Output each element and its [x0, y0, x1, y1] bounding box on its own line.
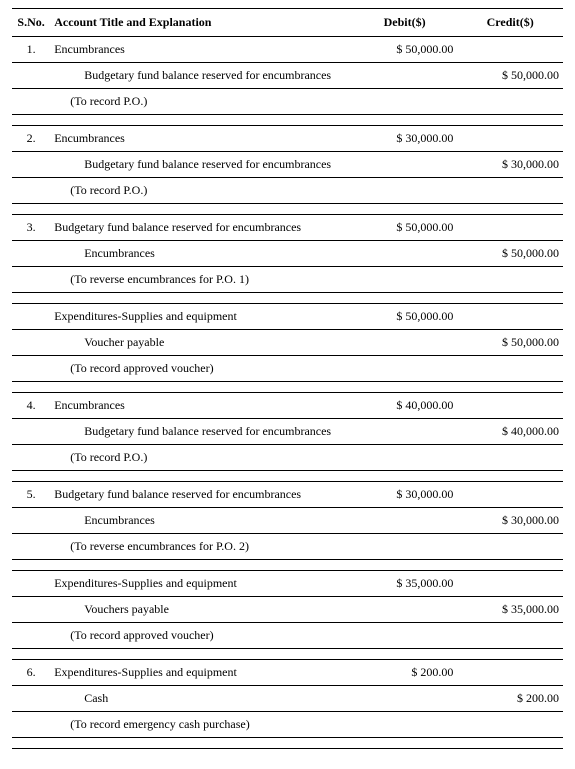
col-debit: Debit($) [352, 9, 458, 37]
entry-no: 4. [12, 393, 50, 419]
explanation: (To reverse encumbrances for P.O. 2) [50, 534, 352, 560]
debit-amount: $ 35,000.00 [352, 571, 458, 597]
entry-row: (To record approved voucher) [12, 356, 563, 382]
spacer [12, 115, 563, 126]
credit-title: Voucher payable [50, 330, 352, 356]
entry-row: 6. Expenditures-Supplies and equipment $… [12, 660, 563, 686]
entry-row: Budgetary fund balance reserved for encu… [12, 152, 563, 178]
entry-no [12, 304, 50, 330]
debit-title: Expenditures-Supplies and equipment [50, 660, 352, 686]
entry-row: Expenditures-Supplies and equipment $ 35… [12, 571, 563, 597]
explanation: (To reverse encumbrances for P.O. 1) [50, 267, 352, 293]
debit-title: Budgetary fund balance reserved for encu… [50, 482, 352, 508]
col-credit: Credit($) [457, 9, 563, 37]
entry-row: 4. Encumbrances $ 40,000.00 [12, 393, 563, 419]
credit-amount: $ 30,000.00 [457, 508, 563, 534]
explanation: (To record P.O.) [50, 445, 352, 471]
spacer [12, 382, 563, 393]
entry-no [12, 571, 50, 597]
debit-title: Expenditures-Supplies and equipment [50, 571, 352, 597]
debit-title: Encumbrances [50, 393, 352, 419]
journal-table: S.No. Account Title and Explanation Debi… [12, 8, 563, 749]
spacer [12, 471, 563, 482]
entry-no: 5. [12, 482, 50, 508]
credit-amount: $ 40,000.00 [457, 419, 563, 445]
debit-amount: $ 50,000.00 [352, 304, 458, 330]
entry-row: (To reverse encumbrances for P.O. 1) [12, 267, 563, 293]
table-header-row: S.No. Account Title and Explanation Debi… [12, 9, 563, 37]
entry-row: 3. Budgetary fund balance reserved for e… [12, 215, 563, 241]
entry-row: (To record approved voucher) [12, 623, 563, 649]
credit-amount: $ 30,000.00 [457, 152, 563, 178]
credit-amount: $ 50,000.00 [457, 241, 563, 267]
credit-title: Vouchers payable [50, 597, 352, 623]
spacer [12, 204, 563, 215]
entry-row: Cash $ 200.00 [12, 686, 563, 712]
entry-row: Expenditures-Supplies and equipment $ 50… [12, 304, 563, 330]
credit-title: Budgetary fund balance reserved for encu… [50, 152, 352, 178]
credit-title: Budgetary fund balance reserved for encu… [50, 63, 352, 89]
spacer [12, 738, 563, 749]
entry-row: Encumbrances $ 30,000.00 [12, 508, 563, 534]
debit-title: Expenditures-Supplies and equipment [50, 304, 352, 330]
credit-amount: $ 50,000.00 [457, 330, 563, 356]
col-account: Account Title and Explanation [50, 9, 352, 37]
entry-no: 1. [12, 37, 50, 63]
entry-row: (To record emergency cash purchase) [12, 712, 563, 738]
credit-title: Cash [50, 686, 352, 712]
debit-amount: $ 40,000.00 [352, 393, 458, 419]
col-sno: S.No. [12, 9, 50, 37]
explanation: (To record approved voucher) [50, 356, 352, 382]
entry-row: 2. Encumbrances $ 30,000.00 [12, 126, 563, 152]
credit-amount: $ 200.00 [457, 686, 563, 712]
debit-title: Budgetary fund balance reserved for encu… [50, 215, 352, 241]
entry-row: Voucher payable $ 50,000.00 [12, 330, 563, 356]
entry-row: Encumbrances $ 50,000.00 [12, 241, 563, 267]
debit-amount: $ 50,000.00 [352, 215, 458, 241]
entry-row: Budgetary fund balance reserved for encu… [12, 419, 563, 445]
explanation: (To record approved voucher) [50, 623, 352, 649]
explanation: (To record P.O.) [50, 89, 352, 115]
entry-row: Vouchers payable $ 35,000.00 [12, 597, 563, 623]
spacer [12, 560, 563, 571]
entry-no: 3. [12, 215, 50, 241]
credit-amount: $ 50,000.00 [457, 63, 563, 89]
credit-amount: $ 35,000.00 [457, 597, 563, 623]
debit-title: Encumbrances [50, 37, 352, 63]
debit-amount: $ 50,000.00 [352, 37, 458, 63]
credit-title: Encumbrances [50, 241, 352, 267]
explanation: (To record P.O.) [50, 178, 352, 204]
spacer [12, 649, 563, 660]
credit-title: Budgetary fund balance reserved for encu… [50, 419, 352, 445]
spacer [12, 293, 563, 304]
debit-amount: $ 30,000.00 [352, 126, 458, 152]
credit-title: Encumbrances [50, 508, 352, 534]
entry-row: (To record P.O.) [12, 445, 563, 471]
entry-row: 1. Encumbrances $ 50,000.00 [12, 37, 563, 63]
entry-row: Budgetary fund balance reserved for encu… [12, 63, 563, 89]
debit-amount: $ 30,000.00 [352, 482, 458, 508]
entry-row: 5. Budgetary fund balance reserved for e… [12, 482, 563, 508]
debit-amount: $ 200.00 [352, 660, 458, 686]
entry-row: (To reverse encumbrances for P.O. 2) [12, 534, 563, 560]
entry-no: 2. [12, 126, 50, 152]
debit-title: Encumbrances [50, 126, 352, 152]
entry-no: 6. [12, 660, 50, 686]
entry-row: (To record P.O.) [12, 89, 563, 115]
entry-row: (To record P.O.) [12, 178, 563, 204]
explanation: (To record emergency cash purchase) [50, 712, 352, 738]
